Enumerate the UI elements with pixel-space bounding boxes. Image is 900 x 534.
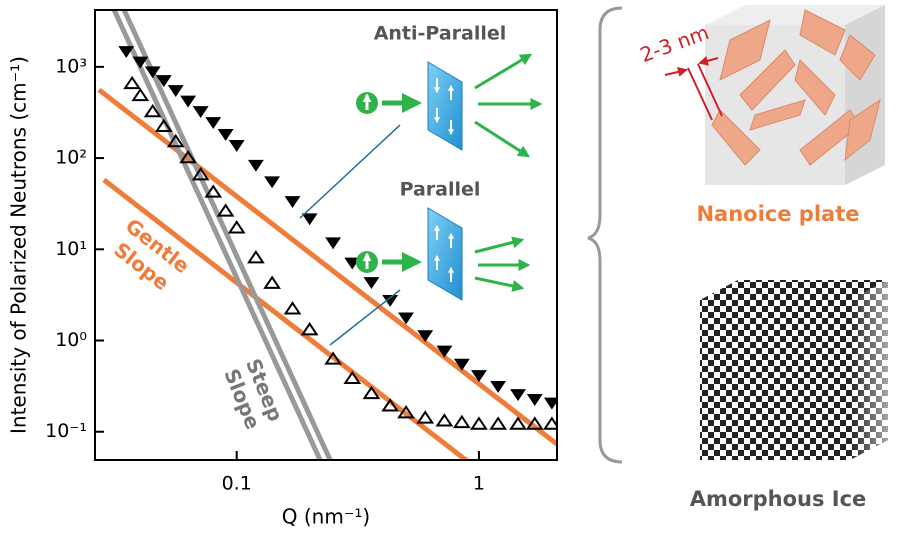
parallel-label: Parallel	[400, 179, 481, 201]
data-point	[204, 184, 223, 198]
data-point	[247, 250, 265, 264]
y-tick-label: 10¹	[55, 238, 87, 260]
data-point	[300, 322, 319, 336]
thickness-label: 2-3 nm	[637, 20, 712, 67]
data-point	[362, 385, 381, 400]
data-point	[542, 416, 557, 430]
data-point	[471, 370, 487, 383]
y-axis-label: Intensity of Polarized Neutrons (cm⁻¹)	[7, 56, 31, 434]
data-point	[283, 301, 302, 315]
data-point	[144, 66, 161, 79]
fit-line	[102, 177, 470, 460]
data-point	[217, 129, 234, 141]
amorphous-cube	[700, 280, 888, 460]
data-point	[284, 196, 301, 209]
data-point	[343, 370, 362, 385]
data-point	[155, 75, 172, 88]
data-point	[436, 345, 453, 358]
data-point	[325, 237, 342, 250]
data-point	[143, 103, 162, 118]
data-point	[470, 416, 488, 430]
plot: 10⁻¹ 10⁰ 10¹ 10² 10³ 0.1 1 Q (nm⁻¹) Intensity of…	[7, 9, 558, 529]
data-point	[301, 213, 318, 226]
data-point	[132, 56, 149, 69]
data-point	[191, 167, 210, 181]
y-tick-label: 10²	[55, 147, 87, 169]
data-point	[131, 87, 150, 102]
data-point	[228, 140, 245, 152]
gentle-slope-label: Gentle Slope	[109, 213, 194, 295]
data-point	[397, 405, 415, 419]
data-point	[398, 312, 414, 325]
plot-frame	[94, 9, 558, 461]
nanoice-cube	[664, 5, 885, 185]
x-axis-label: Q (nm⁻¹)	[282, 505, 370, 529]
data-point	[324, 351, 342, 365]
data-point	[180, 95, 197, 108]
data-point	[263, 275, 281, 289]
y-tick-label: 10⁻¹	[45, 420, 87, 442]
data-point	[264, 176, 281, 189]
data-point	[543, 397, 557, 410]
nanoice-label: Nanoice plate	[696, 202, 859, 226]
data-point	[227, 220, 246, 234]
data-point	[118, 46, 135, 58]
data-point	[344, 257, 361, 270]
data-point	[525, 416, 544, 430]
data-point	[416, 410, 435, 424]
data-point	[192, 106, 209, 118]
y-tick-label: 10⁰	[55, 329, 87, 351]
data-point	[216, 203, 235, 217]
data-point	[417, 330, 434, 343]
anti-parallel-diagram	[299, 53, 543, 219]
data-point	[166, 133, 185, 148]
data-point	[363, 277, 380, 290]
data-point	[452, 414, 471, 429]
anti-parallel-label: Anti-Parallel	[374, 23, 507, 45]
data-point	[509, 416, 527, 430]
data-point	[510, 389, 526, 402]
data-point	[381, 398, 400, 412]
amorphous-label: Amorphous Ice	[690, 487, 867, 511]
data-point	[179, 149, 197, 164]
plot-area	[97, 10, 557, 460]
data-point	[435, 413, 454, 427]
fit-line	[111, 10, 323, 460]
x-tick-label: 0.1	[222, 473, 252, 495]
data-point	[205, 117, 222, 129]
data-point	[526, 394, 543, 406]
data-point	[490, 380, 507, 393]
data-point	[123, 75, 141, 90]
x-tick-label: 1	[473, 473, 485, 495]
data-point	[154, 118, 173, 133]
fit-line	[121, 10, 333, 460]
data-point	[453, 358, 470, 371]
data-point	[167, 85, 184, 98]
parallel-diagram	[329, 207, 531, 346]
data-point	[247, 159, 264, 172]
data-point	[489, 416, 507, 430]
bracket	[587, 6, 623, 464]
y-tick-label: 10³	[55, 55, 87, 77]
